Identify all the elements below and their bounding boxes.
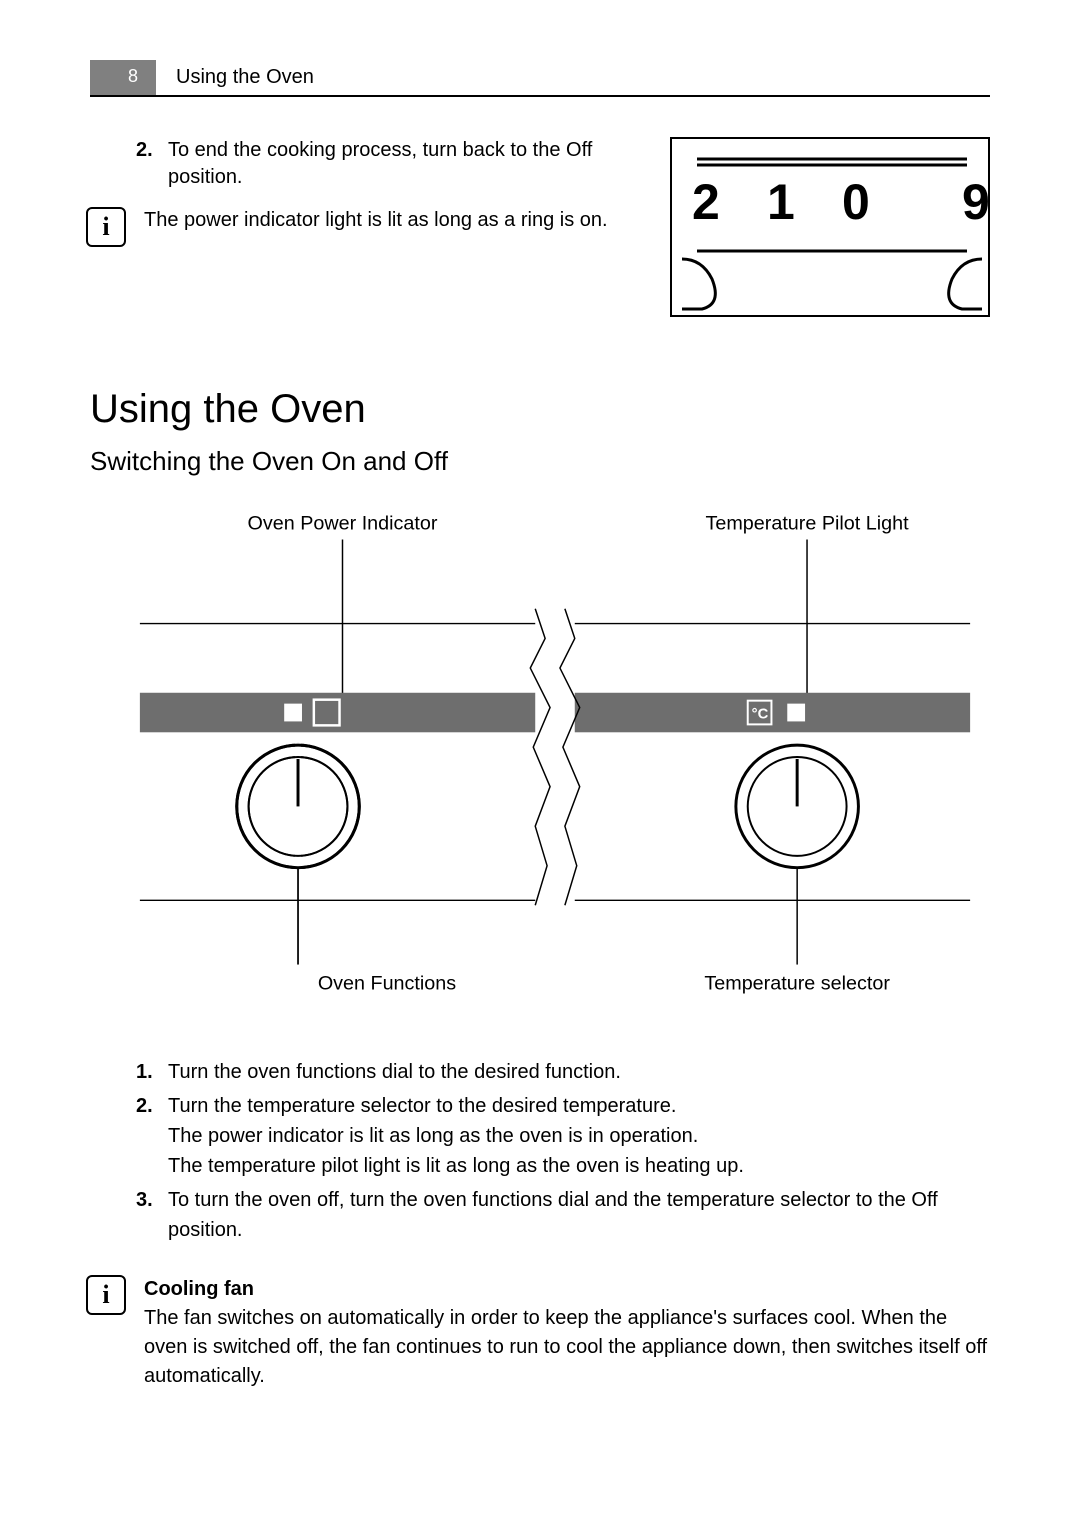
dial-svg: 2 1 0 9: [672, 139, 990, 317]
cooling-fan-heading: Cooling fan: [144, 1275, 990, 1304]
info-note-row: i The power indicator light is lit as lo…: [90, 207, 650, 247]
label-bottom-right: Temperature selector: [704, 972, 890, 994]
step-number: 2.: [136, 137, 158, 191]
label-bottom-left: Oven Functions: [318, 972, 456, 994]
step-text: To turn the oven off, turn the oven func…: [168, 1185, 990, 1245]
dial-figure: 2 1 0 9: [670, 137, 990, 317]
label-top-left: Oven Power Indicator: [248, 513, 438, 535]
info-note-text: The power indicator light is lit as long…: [144, 207, 650, 234]
dial-digit-1: 1: [767, 174, 795, 230]
top-text-column: 2. To end the cooking process, turn back…: [90, 137, 650, 247]
step-3: 3. To turn the oven off, turn the oven f…: [136, 1185, 990, 1245]
step-text: Turn the temperature selector to the des…: [168, 1091, 744, 1181]
step-2: 2. Turn the temperature selector to the …: [136, 1091, 990, 1181]
steps-block: 1. Turn the oven functions dial to the d…: [90, 1057, 990, 1245]
step-number: 1.: [136, 1057, 158, 1087]
page-number: 8: [90, 60, 156, 95]
main-heading: Using the Oven: [90, 387, 990, 432]
sub-heading: Switching the Oven On and Off: [90, 446, 990, 477]
page-header: 8 Using the Oven: [90, 60, 990, 97]
info-icon: i: [86, 1275, 126, 1315]
dial-digit-0: 0: [842, 174, 870, 230]
cooling-fan-note: i Cooling fan The fan switches on automa…: [90, 1275, 990, 1391]
step-number: 3.: [136, 1185, 158, 1245]
step-1: 1. Turn the oven functions dial to the d…: [136, 1057, 990, 1087]
cooling-fan-text: Cooling fan The fan switches on automati…: [144, 1275, 990, 1391]
label-top-right: Temperature Pilot Light: [705, 513, 909, 535]
top-content-row: 2. To end the cooking process, turn back…: [90, 137, 990, 317]
top-step-item: 2. To end the cooking process, turn back…: [136, 137, 650, 191]
step-text: Turn the oven functions dial to the desi…: [168, 1057, 621, 1087]
cooling-fan-body: The fan switches on automatically in ord…: [144, 1304, 990, 1391]
step-text: To end the cooking process, turn back to…: [168, 137, 650, 191]
dial-digit-2: 2: [692, 174, 720, 230]
control-panel-diagram: Oven Power Indicator Temperature Pilot L…: [130, 507, 980, 1007]
panel-svg: Oven Power Indicator Temperature Pilot L…: [130, 507, 980, 1007]
dial-digit-9: 9: [962, 174, 990, 230]
info-icon: i: [86, 207, 126, 247]
step-number: 2.: [136, 1091, 158, 1181]
svg-text:°C: °C: [752, 706, 769, 722]
header-section-title: Using the Oven: [156, 60, 314, 95]
